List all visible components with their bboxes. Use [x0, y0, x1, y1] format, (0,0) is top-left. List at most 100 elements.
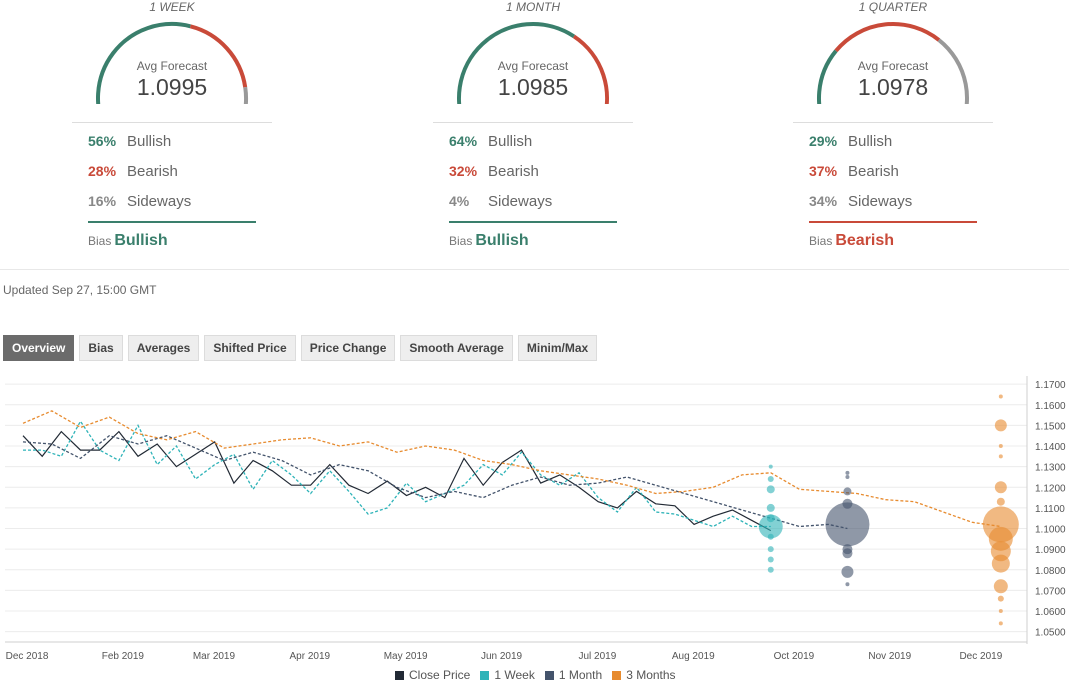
gauge-sideways-arc	[243, 86, 248, 104]
divider	[72, 122, 272, 123]
divider	[433, 122, 633, 123]
bearish-label: Bearish	[127, 163, 178, 180]
gauge-bullish-arc	[457, 22, 576, 104]
bias-underline	[88, 221, 256, 223]
avg-forecast-value: 1.0995	[136, 74, 208, 100]
chart-tabs: Overview Bias Averages Shifted Price Pri…	[3, 335, 598, 361]
gauge-bullish-arc	[96, 22, 191, 104]
bullish-row: 56% Bullish	[88, 133, 171, 150]
forecast-bubble-1-week	[767, 566, 774, 573]
forecast-bubble-1-week	[767, 546, 774, 553]
bullish-percent: 29%	[809, 133, 838, 149]
forecast-bubble-3-months	[998, 454, 1003, 459]
forecast-bubble-1-month	[845, 582, 850, 587]
bias-underline	[449, 221, 617, 223]
x-tick-label: Jul 2019	[578, 651, 616, 662]
forecast-bubble-1-month	[843, 487, 852, 496]
legend-swatch	[480, 670, 490, 680]
forecast-bubble-1-week	[767, 533, 774, 540]
bearish-percent: 32%	[449, 163, 478, 179]
bearish-percent: 37%	[809, 163, 838, 179]
bearish-percent: 28%	[88, 163, 117, 179]
forecast-bubble-3-months	[996, 497, 1005, 506]
bias-value: Bullish	[475, 232, 529, 249]
panel-title: 1 MONTH	[506, 0, 560, 14]
bearish-row: 28% Bearish	[88, 163, 178, 180]
avg-forecast-label: Avg Forecast	[857, 59, 929, 73]
gauge-sideways-arc	[937, 38, 969, 104]
forecast-bubble-3-months	[998, 444, 1003, 449]
legend-item-1-week[interactable]: 1 Week	[480, 668, 535, 682]
legend-item-3-months[interactable]: 3 Months	[612, 668, 676, 682]
y-tick-label: 1.1600	[1035, 401, 1066, 412]
sideways-label: Sideways	[127, 193, 192, 210]
series-line-3-months	[22, 410, 1001, 528]
bias: Bias Bullish	[449, 232, 529, 250]
updated-timestamp: Updated Sep 27, 15:00 GMT	[3, 283, 157, 297]
gauge-bullish-arc	[817, 49, 838, 104]
x-tick-label: Dec 2019	[959, 651, 1002, 662]
y-tick-label: 1.0900	[1035, 545, 1066, 556]
sideways-percent: 34%	[809, 193, 838, 209]
tab-bias[interactable]: Bias	[79, 335, 123, 361]
tab-price-change[interactable]: Price Change	[300, 335, 396, 361]
gauge-bearish-arc	[572, 34, 609, 104]
panel-title: 1 QUARTER	[858, 0, 928, 14]
forecast-bubble-3-months	[993, 579, 1008, 594]
sideways-label: Sideways	[488, 193, 553, 210]
legend-label: Close Price	[409, 668, 471, 682]
series-line-1-month	[22, 434, 848, 530]
gauge-bearish-arc	[834, 22, 941, 53]
tab-overview[interactable]: Overview	[3, 335, 75, 361]
avg-forecast-label: Avg Forecast	[497, 59, 569, 73]
y-tick-label: 1.0600	[1035, 607, 1066, 618]
gauge	[817, 22, 969, 104]
bullish-percent: 56%	[88, 133, 117, 149]
bearish-label: Bearish	[848, 163, 899, 180]
forecast-bubble-1-month	[825, 502, 870, 547]
bias-value: Bullish	[114, 232, 168, 249]
forecast-bubble-3-months	[998, 621, 1003, 626]
forecast-bubble-3-months	[991, 554, 1010, 573]
forecast-bubble-1-month	[842, 548, 853, 559]
legend-item-close-price[interactable]: Close Price	[395, 668, 470, 682]
forecast-bubble-1-week	[758, 514, 783, 539]
x-tick-label: Nov 2019	[868, 651, 911, 662]
x-tick-label: Dec 2018	[6, 651, 49, 662]
y-tick-label: 1.0800	[1035, 566, 1066, 577]
forecast-bubble-1-week	[768, 464, 773, 469]
tab-smooth-average[interactable]: Smooth Average	[400, 335, 513, 361]
y-tick-label: 1.1100	[1035, 504, 1065, 515]
series-line-close-price	[22, 430, 772, 532]
series-line-1-week	[23, 420, 771, 528]
legend-swatch	[395, 670, 404, 680]
x-tick-label: Apr 2019	[290, 651, 331, 662]
forecast-bubble-1-week	[767, 556, 774, 563]
legend-swatch	[544, 670, 554, 680]
tab-minim-max[interactable]: Minim/Max	[517, 335, 598, 361]
y-tick-label: 1.0500	[1035, 628, 1066, 639]
bullish-row: 64% Bullish	[449, 133, 532, 150]
sideways-label: Sideways	[848, 193, 913, 210]
bullish-label: Bullish	[127, 133, 172, 150]
legend-item-1-month[interactable]: 1 Month	[544, 668, 602, 682]
forecast-bubble-1-week	[766, 485, 775, 494]
sideways-row: 34% Sideways	[809, 193, 912, 210]
bias-underline	[809, 221, 977, 223]
y-tick-label: 1.1000	[1035, 525, 1066, 536]
forecast-bubble-3-months	[994, 419, 1007, 432]
y-tick-label: 1.1300	[1035, 463, 1066, 474]
bias-label: Bias	[449, 234, 473, 248]
x-tick-label: Aug 2019	[672, 651, 715, 662]
avg-forecast-label: Avg Forecast	[136, 59, 208, 73]
y-tick-label: 1.0700	[1035, 586, 1066, 597]
sideways-row: 4% Sideways	[449, 193, 552, 210]
avg-forecast-value: 1.0985	[497, 74, 569, 100]
forecast-bubble-3-months	[998, 609, 1003, 614]
y-tick-label: 1.1400	[1035, 442, 1066, 453]
tab-shifted-price[interactable]: Shifted Price	[204, 335, 296, 361]
forecast-chart: 1.1700 1.1600 1.1500 1.1400 1.1300 1.1200 1.11…	[5, 376, 1066, 662]
divider	[793, 122, 993, 123]
bearish-label: Bearish	[488, 163, 539, 180]
tab-averages[interactable]: Averages	[127, 335, 200, 361]
